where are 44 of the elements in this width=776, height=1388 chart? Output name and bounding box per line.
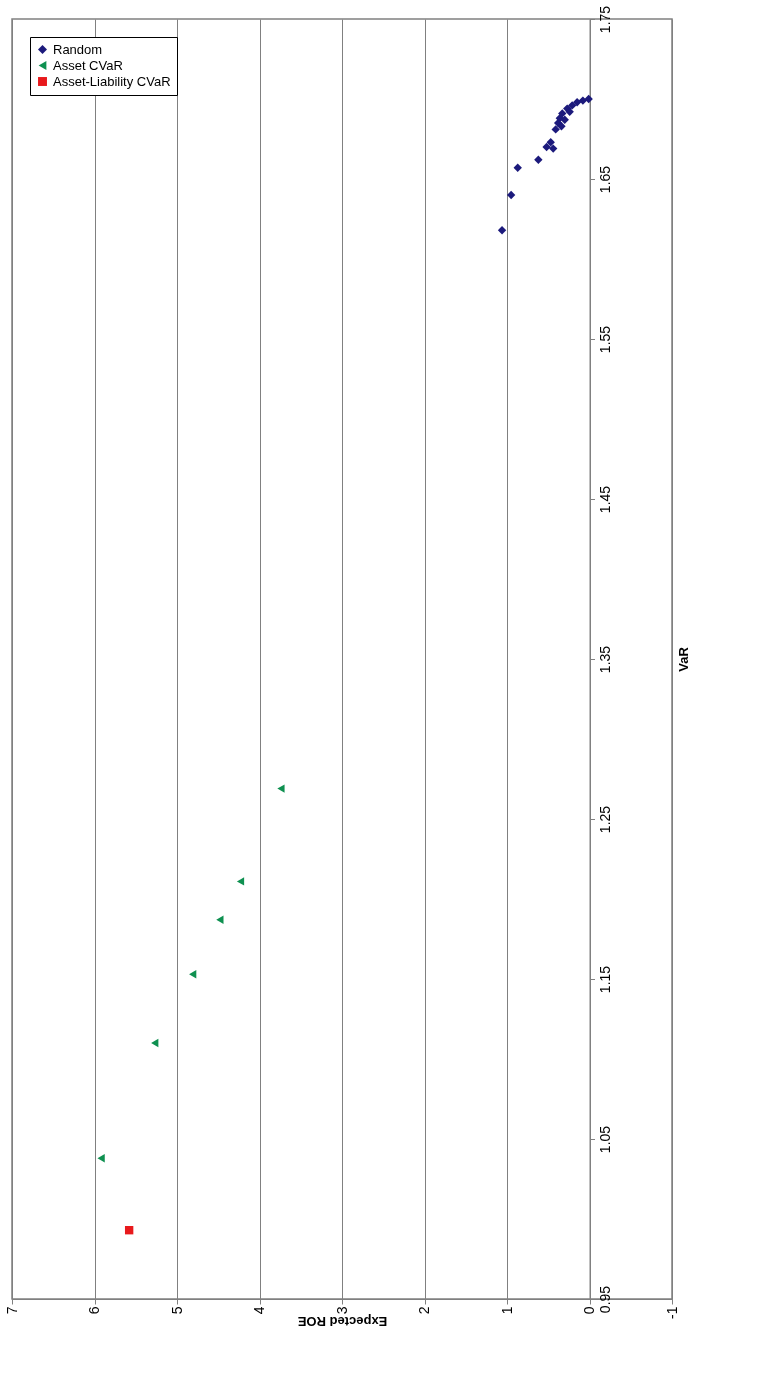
point [277,784,285,793]
y-tick-label: 1.55 [597,325,613,354]
legend-label: Asset-Liability CVaR [53,73,171,89]
point [189,970,197,979]
y-tick-label: 1.75 [597,5,613,34]
point [506,190,516,200]
y-tick-label: 1.35 [597,645,613,674]
point [216,915,224,924]
point [557,122,566,131]
point [546,138,555,147]
point [549,144,558,153]
y-tick-label: 1.45 [597,485,613,514]
x-tick-label: 5 [168,1306,185,1315]
point [124,1226,134,1235]
point [584,94,593,104]
x-tick-label: -1 [663,1306,680,1319]
x-tick-label: 4 [251,1306,267,1315]
point [558,109,567,118]
point [572,98,582,107]
x-axis-title: Expected ROE [297,1313,388,1329]
x-tick-label: 0 [581,1306,597,1315]
point [97,1154,105,1163]
y-axis-title: VaR [675,646,691,672]
x-tick-label: 2 [416,1306,432,1315]
point [236,877,245,886]
point [497,226,507,235]
x-tick-label: 7 [3,1306,20,1315]
point [542,142,551,152]
y-tick-label: 1.05 [597,1125,613,1154]
point [551,125,560,134]
y-tick-label: 1.15 [597,965,613,994]
x-tick-label: 1 [498,1306,515,1315]
point [567,101,577,110]
point [560,115,569,124]
x-tick-label: 6 [86,1306,102,1315]
legend-label: Random [53,41,103,57]
y-tick-label: 1.25 [597,805,613,834]
legend-label: Asset CVaR [53,57,123,73]
x-tick-label: 3 [333,1306,350,1315]
point [534,155,543,164]
point [513,163,522,172]
y-tick-label: 0.95 [597,1285,613,1314]
y-tick-label: 1.65 [597,165,613,194]
point [151,1038,159,1048]
